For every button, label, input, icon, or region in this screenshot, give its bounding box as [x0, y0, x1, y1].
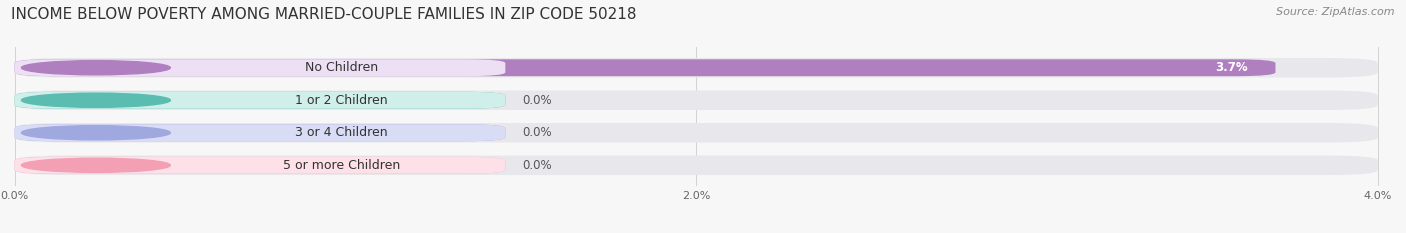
Text: 0.0%: 0.0%: [523, 94, 553, 107]
Circle shape: [21, 93, 170, 107]
Text: Source: ZipAtlas.com: Source: ZipAtlas.com: [1277, 7, 1395, 17]
FancyBboxPatch shape: [14, 123, 1378, 143]
Text: INCOME BELOW POVERTY AMONG MARRIED-COUPLE FAMILIES IN ZIP CODE 50218: INCOME BELOW POVERTY AMONG MARRIED-COUPL…: [11, 7, 637, 22]
FancyBboxPatch shape: [14, 92, 505, 109]
FancyBboxPatch shape: [14, 59, 1275, 76]
FancyBboxPatch shape: [14, 157, 505, 174]
Text: 1 or 2 Children: 1 or 2 Children: [295, 94, 388, 107]
FancyBboxPatch shape: [14, 90, 1378, 110]
FancyBboxPatch shape: [14, 124, 505, 141]
Circle shape: [21, 61, 170, 75]
Circle shape: [21, 126, 170, 140]
FancyBboxPatch shape: [14, 124, 505, 141]
FancyBboxPatch shape: [14, 155, 1378, 175]
Text: 3.7%: 3.7%: [1216, 61, 1249, 74]
Text: 0.0%: 0.0%: [523, 159, 553, 172]
Text: 5 or more Children: 5 or more Children: [283, 159, 399, 172]
FancyBboxPatch shape: [14, 157, 505, 174]
FancyBboxPatch shape: [14, 58, 1378, 78]
FancyBboxPatch shape: [14, 59, 505, 76]
Circle shape: [21, 158, 170, 172]
Text: 3 or 4 Children: 3 or 4 Children: [295, 126, 388, 139]
Text: No Children: No Children: [305, 61, 378, 74]
FancyBboxPatch shape: [14, 92, 505, 109]
Text: 0.0%: 0.0%: [523, 126, 553, 139]
